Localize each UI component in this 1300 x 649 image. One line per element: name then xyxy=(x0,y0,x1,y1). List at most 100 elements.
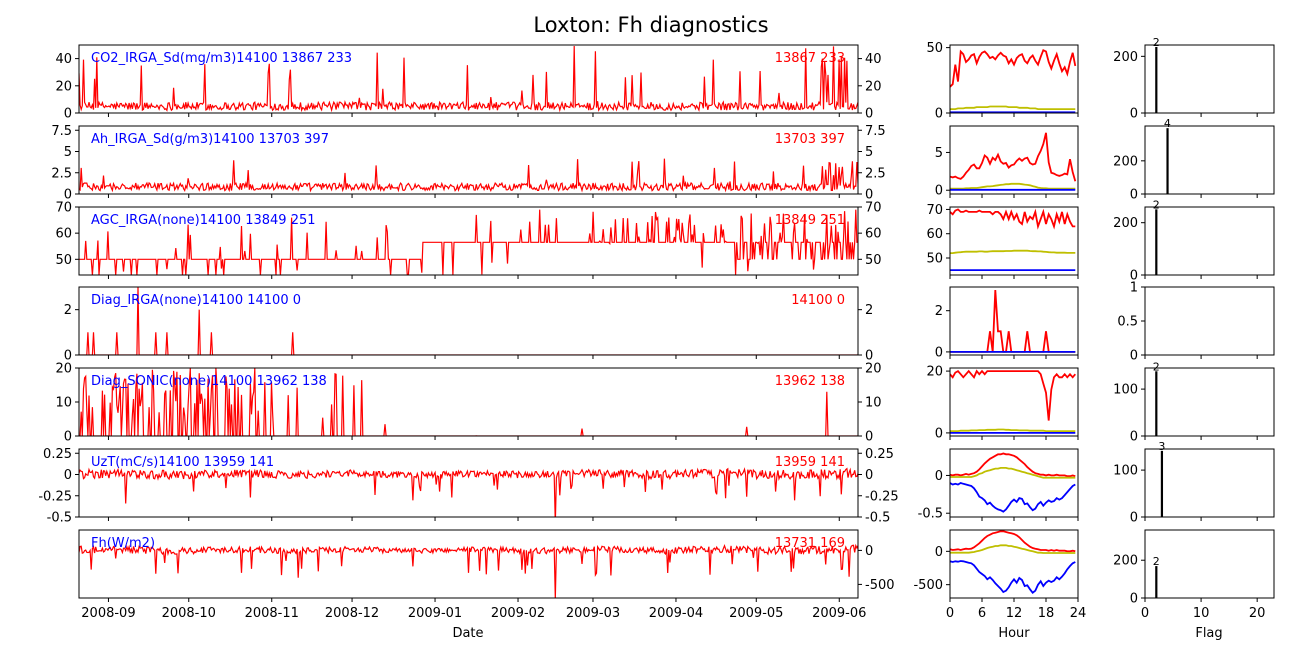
hour-ytick-label: 50 xyxy=(926,41,943,56)
hour-ytick-label: -0.5 xyxy=(918,507,943,522)
left-ytick-label: 0 xyxy=(64,107,72,122)
left-ytick-label: 7.5 xyxy=(51,124,72,139)
flag-ytick-label: 100 xyxy=(1113,383,1138,398)
panel-label-right: 13703 397 xyxy=(775,132,845,147)
left-ytick-label: 70 xyxy=(55,201,72,216)
flag-ytick-label: 0 xyxy=(1130,430,1138,445)
flag-axes-frame xyxy=(1144,448,1275,518)
hour-ytick-label: 0 xyxy=(935,545,943,560)
hour-ytick-label: 2 xyxy=(935,304,943,319)
hour-ytick-label: 50 xyxy=(926,252,943,267)
left-ytick-label: -0.5 xyxy=(47,511,72,526)
hour-xtick-label: 12 xyxy=(1006,606,1023,621)
panel-Ah_IRGA_Sd: 0 2.5 5 7.5 0 2.5 5 7.5 Ah_IRGA_Sd(g/m3)14100 13… xyxy=(51,117,1275,203)
series-line-CO2_IRGA_Sd xyxy=(79,45,858,113)
hour-ytick-label: 20 xyxy=(926,365,943,380)
flag-ytick-label: 200 xyxy=(1113,216,1138,231)
right-ytick-label: -500 xyxy=(865,578,895,593)
figure-title: Loxton: Fh diagnostics xyxy=(533,13,768,37)
panel-AGC_IRGA: 50 60 70 50 60 70 AGC_IRGA(none)14100 13849 25… xyxy=(55,198,1275,284)
hour-ytick-label: 60 xyxy=(926,227,943,242)
flag-bar xyxy=(1155,209,1158,275)
hour-axes-frame xyxy=(949,529,1079,599)
flag-xtick-label: 0 xyxy=(1141,606,1149,621)
main-axes-frame xyxy=(78,206,859,276)
series-line-UzT xyxy=(79,467,858,517)
hour-axes-frame xyxy=(949,448,1079,518)
date-tick-label: 2008-12 xyxy=(325,606,379,621)
right-ytick-label: 70 xyxy=(865,201,882,216)
date-tick-label: 2009-01 xyxy=(408,606,462,621)
panel-label-right: 13959 141 xyxy=(775,455,845,470)
date-tick-label: 2009-02 xyxy=(491,606,545,621)
flag-bar-label: 4 xyxy=(1164,117,1171,130)
left-ytick-label: 0 xyxy=(64,188,72,203)
flag-xtick-label: 10 xyxy=(1193,606,1210,621)
flag-ytick-label: 200 xyxy=(1113,154,1138,169)
hour-ytick-label: 5 xyxy=(935,146,943,161)
panel-label-right: 13731 169 xyxy=(775,536,845,551)
date-tick-label: 2008-09 xyxy=(81,606,135,621)
date-tick-label: 2009-03 xyxy=(566,606,620,621)
flag-bar xyxy=(1166,128,1169,194)
left-ytick-label: 10 xyxy=(55,396,72,411)
main-axes-frame xyxy=(78,529,859,599)
hourly-max-line xyxy=(950,132,1077,182)
panel-label-left: Fh(W/m2) xyxy=(91,536,155,551)
left-ytick-label: 0 xyxy=(64,349,72,364)
panel-label-right: 14100 0 xyxy=(791,293,845,308)
panel-label-left: AGC_IRGA(none)14100 13849 251 xyxy=(91,213,316,228)
left-ytick-label: 60 xyxy=(55,227,72,242)
hour-ytick-label: 0 xyxy=(935,469,943,484)
right-ytick-label: 0 xyxy=(865,107,873,122)
hour-ytick-label: 0 xyxy=(935,184,943,199)
flag-axes-frame xyxy=(1144,206,1275,276)
date-tick-label: 2008-11 xyxy=(245,606,299,621)
hourly-max-line xyxy=(950,369,1076,421)
right-ytick-label: 60 xyxy=(865,227,882,242)
left-ytick-label: 20 xyxy=(55,362,72,377)
hour-axes-frame xyxy=(949,44,1079,114)
flag-xtick-label: 20 xyxy=(1249,606,1266,621)
right-ytick-label: 2 xyxy=(865,303,873,318)
series-line-AGC_IRGA xyxy=(79,209,858,275)
right-ytick-label: 20 xyxy=(865,79,882,94)
date-tick-label: 2009-06 xyxy=(812,606,866,621)
main-axes-frame xyxy=(78,44,859,114)
panel-label-right: 13962 138 xyxy=(775,374,845,389)
right-ytick-label: -0.5 xyxy=(865,511,890,526)
panel-label-left: CO2_IRGA_Sd(mg/m3)14100 13867 233 xyxy=(91,51,352,66)
right-ytick-label: 0 xyxy=(865,544,873,559)
flag-ytick-label: 0 xyxy=(1130,592,1138,607)
flag-axes-frame xyxy=(1144,125,1275,195)
left-ytick-label: 0.25 xyxy=(43,447,72,462)
panel-label-left: Ah_IRGA_Sd(g/m3)14100 13703 397 xyxy=(91,132,329,147)
flag-ytick-label: 0 xyxy=(1130,349,1138,364)
time-axis-xlabel: Date xyxy=(452,626,483,641)
panel-label-left: UzT(mC/s)14100 13959 141 xyxy=(91,455,274,470)
series-line-Fh xyxy=(79,543,858,598)
hour-axes-frame xyxy=(949,286,1079,356)
left-ytick-label: 2.5 xyxy=(51,166,72,181)
flag-axes-frame xyxy=(1144,529,1275,599)
hourly-max-line xyxy=(950,530,1076,553)
hourly-min-line xyxy=(950,560,1076,594)
hourly-mean-line xyxy=(950,249,1076,255)
right-ytick-label: 40 xyxy=(865,52,882,67)
hourly-max-line xyxy=(950,452,1076,478)
flag-bar xyxy=(1155,46,1158,113)
panel-label-right: 13849 251 xyxy=(775,213,845,228)
date-tick-label: 2009-04 xyxy=(649,606,703,621)
hour-axes-frame xyxy=(949,367,1079,437)
flag-axes-frame xyxy=(1144,286,1275,356)
flag-axes-frame xyxy=(1144,367,1275,437)
flag-bar-label: 2 xyxy=(1153,198,1160,211)
hourly-mean-line xyxy=(950,466,1076,479)
main-axes-frame xyxy=(78,125,859,195)
flag-ytick-label: 100 xyxy=(1113,464,1138,479)
flag-ytick-label: 1 xyxy=(1130,281,1138,296)
panel-Diag_IRGA: 0 2 0 2 Diag_IRGA(none)14100 14100 0 14100 0 0… xyxy=(64,281,1275,364)
